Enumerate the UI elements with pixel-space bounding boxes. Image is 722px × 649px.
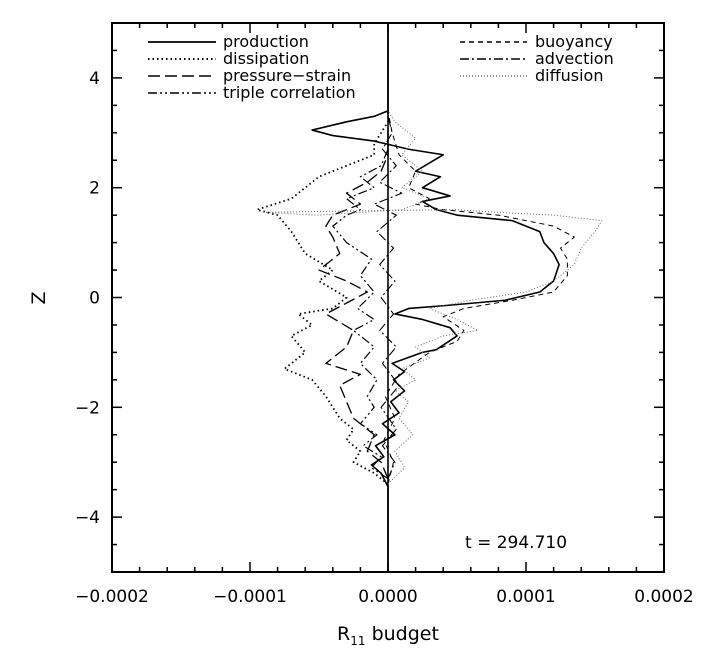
series-line-buoyancy — [383, 110, 575, 485]
legend-label: dissipation — [223, 49, 309, 68]
x-axis-label: R11 budget — [337, 623, 439, 648]
legend: productiondissipationpressure−straintrip… — [148, 32, 614, 102]
x-tick-label: −0.0001 — [213, 587, 287, 607]
x-axis-label-suffix: budget — [366, 623, 439, 645]
y-tick-label: −2 — [75, 398, 100, 418]
legend-label: pressure−strain — [223, 66, 351, 85]
x-tick-label: 0.0000 — [358, 587, 417, 607]
y-tick-label: 4 — [89, 69, 100, 89]
y-axis-label: Z — [28, 291, 50, 304]
x-axis-label-subscript: 11 — [350, 634, 365, 648]
time-annotation: t = 294.710 — [465, 533, 567, 553]
series-line-diffusion — [263, 110, 603, 485]
legend-label: buoyancy — [535, 32, 613, 51]
series-layer — [255, 23, 603, 572]
y-tick-label: 0 — [89, 289, 100, 309]
legend-label: advection — [535, 49, 614, 68]
tick-labels: −0.0002 −0.0001 0.0000 0.0001 0.0002 −4 −2 0 2 4 — [75, 69, 694, 607]
series-line-production — [311, 23, 560, 572]
x-tick-label: 0.0001 — [496, 587, 555, 607]
y-tick-label: −4 — [75, 508, 100, 528]
legend-label: diffusion — [535, 66, 603, 85]
series-line-triple-correlation — [332, 127, 389, 480]
x-tick-label: −0.0002 — [75, 587, 149, 607]
legend-label: triple correlation — [223, 83, 356, 102]
series-line-pressure-strain — [318, 132, 389, 479]
series-line-advection — [373, 116, 403, 479]
y-tick-label: 2 — [89, 179, 100, 199]
legend-label: production — [223, 32, 309, 51]
x-tick-label: 0.0002 — [634, 587, 693, 607]
